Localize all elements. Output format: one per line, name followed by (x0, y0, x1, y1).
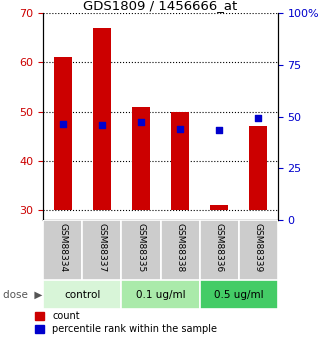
Bar (249, 127, 267, 210)
Bar (239, 220, 278, 280)
Bar (43, 280, 121, 309)
Text: dose  ▶: dose ▶ (3, 290, 43, 299)
Text: GSM88335: GSM88335 (136, 223, 145, 273)
Text: GSM88336: GSM88336 (214, 223, 224, 273)
Bar (121, 280, 200, 309)
Bar (200, 280, 278, 309)
Bar (43, 220, 82, 280)
Text: 0.5 ug/ml: 0.5 ug/ml (214, 290, 264, 299)
Text: GSM88338: GSM88338 (176, 223, 185, 273)
Text: control: control (64, 290, 100, 299)
Point (178, 126, 183, 132)
Text: GSM88334: GSM88334 (58, 223, 67, 272)
Bar (160, 220, 200, 280)
Text: GSM88339: GSM88339 (254, 223, 263, 273)
Bar (200, 220, 239, 280)
Text: 0.1 ug/ml: 0.1 ug/ml (136, 290, 185, 299)
Point (256, 115, 261, 120)
Bar (54, 58, 72, 210)
Bar (121, 220, 160, 280)
Bar (93, 28, 111, 210)
Point (60, 121, 65, 127)
Bar (132, 107, 150, 210)
Text: GSM88337: GSM88337 (97, 223, 107, 273)
Title: GDS1809 / 1456666_at: GDS1809 / 1456666_at (83, 0, 238, 12)
Point (216, 127, 221, 133)
Point (138, 119, 143, 125)
Bar (82, 220, 121, 280)
Legend: count, percentile rank within the sample: count, percentile rank within the sample (34, 310, 218, 335)
Bar (210, 205, 228, 210)
Bar (171, 112, 189, 210)
Point (99, 122, 104, 128)
